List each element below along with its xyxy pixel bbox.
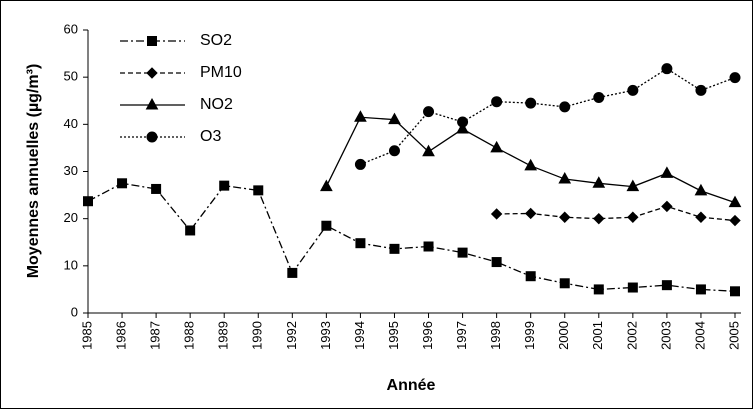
data-point <box>490 208 503 220</box>
data-point <box>185 225 196 236</box>
data-point <box>627 84 639 96</box>
data-point <box>593 284 604 295</box>
data-point <box>729 214 741 227</box>
data-point <box>626 179 640 192</box>
x-tick-label: 2000 <box>556 321 571 350</box>
data-point <box>559 101 571 113</box>
data-point <box>491 96 503 108</box>
data-point <box>728 195 742 208</box>
data-point <box>695 84 707 96</box>
legend-label: NO2 <box>200 96 233 113</box>
data-point <box>627 282 638 293</box>
x-tick-label: 1988 <box>182 321 197 350</box>
data-point <box>83 196 93 207</box>
x-tick-label: 1990 <box>250 321 265 350</box>
data-point <box>593 91 605 103</box>
series-line <box>360 67 736 166</box>
legend-marker <box>146 67 158 79</box>
x-tick-label: 1993 <box>318 321 333 350</box>
data-point <box>559 211 571 223</box>
data-point <box>388 112 401 125</box>
data-point <box>253 185 264 196</box>
series-line <box>87 182 736 292</box>
y-tick-label: 10 <box>64 257 78 272</box>
data-point <box>354 110 367 122</box>
x-tick-label: 2002 <box>624 321 639 350</box>
data-point <box>661 280 672 291</box>
y-tick-label: 30 <box>64 163 78 178</box>
data-point <box>694 183 708 196</box>
x-tick-label: 1995 <box>386 321 401 350</box>
x-tick-label: 1998 <box>488 321 503 350</box>
data-point <box>219 180 230 191</box>
data-point <box>117 178 128 189</box>
data-point <box>490 140 503 153</box>
data-point <box>491 257 502 268</box>
data-point <box>661 63 673 75</box>
data-point <box>525 271 536 282</box>
x-tick-label: 1997 <box>454 321 469 350</box>
x-tick-label: 1986 <box>113 321 128 350</box>
legend-marker <box>145 97 159 110</box>
data-point <box>695 284 706 295</box>
x-axis-title: Année <box>387 377 436 394</box>
data-point <box>525 97 537 109</box>
legend-marker <box>146 131 158 143</box>
data-point <box>524 207 537 220</box>
data-point <box>321 220 332 231</box>
data-point <box>593 212 605 225</box>
data-point <box>388 145 400 157</box>
y-tick-label: 0 <box>71 304 78 319</box>
x-tick-label: 1989 <box>216 321 231 350</box>
x-tick-label: 1994 <box>352 321 367 350</box>
x-tick-label: 1985 <box>79 321 94 350</box>
data-point <box>695 211 707 223</box>
data-point <box>457 247 468 258</box>
data-point <box>559 278 570 289</box>
data-point <box>354 158 366 170</box>
x-tick-label: 2001 <box>590 321 605 350</box>
data-point <box>660 166 674 178</box>
data-point <box>661 200 673 213</box>
data-point <box>422 144 435 157</box>
data-point <box>287 267 298 278</box>
data-point <box>423 106 435 118</box>
data-point <box>320 179 333 192</box>
data-point <box>457 116 469 128</box>
x-tick-label: 2004 <box>692 321 707 350</box>
y-tick-label: 50 <box>64 69 78 84</box>
y-axis-title: Moyennes annuelles (µg/m³) <box>25 64 42 279</box>
data-point <box>627 211 639 223</box>
y-tick-label: 40 <box>64 116 78 131</box>
legend-label: PM10 <box>200 64 242 81</box>
x-tick-label: 2005 <box>726 321 741 350</box>
data-point <box>151 183 162 194</box>
data-point <box>524 158 538 171</box>
data-point <box>389 243 400 254</box>
data-point <box>730 286 740 297</box>
data-point <box>423 241 434 252</box>
x-tick-label: 1987 <box>148 321 163 350</box>
y-tick-label: 60 <box>64 21 78 36</box>
x-tick-label: 1999 <box>522 321 537 350</box>
legend-marker <box>147 36 157 46</box>
x-tick-label: 1992 <box>284 321 299 350</box>
x-tick-label: 1996 <box>420 321 435 350</box>
data-point <box>456 122 469 134</box>
data-point <box>729 72 741 84</box>
y-tick-label: 20 <box>64 210 78 225</box>
legend-label: SO2 <box>200 32 232 49</box>
legend-label: O3 <box>200 128 221 145</box>
data-point <box>558 172 572 184</box>
series-line <box>496 205 736 222</box>
data-point <box>355 238 366 249</box>
data-point <box>592 176 606 188</box>
x-tick-label: 2003 <box>658 321 673 350</box>
